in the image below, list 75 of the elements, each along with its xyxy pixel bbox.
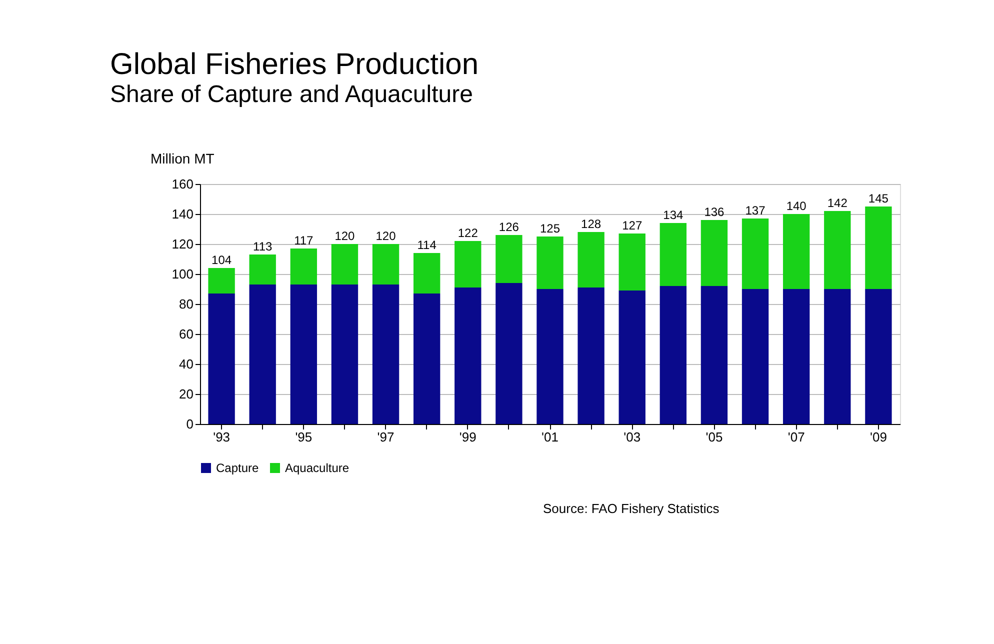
y-tick-label: 20 bbox=[179, 386, 194, 402]
chart-title: Global Fisheries Production bbox=[110, 48, 479, 81]
bar bbox=[331, 284, 358, 424]
y-tick-label: 40 bbox=[179, 356, 194, 372]
total-label: 137 bbox=[745, 204, 766, 218]
bar bbox=[824, 289, 851, 424]
bar bbox=[660, 223, 687, 286]
total-label: 134 bbox=[663, 208, 684, 222]
total-label: 136 bbox=[704, 205, 725, 219]
bar bbox=[372, 284, 400, 424]
bar bbox=[331, 244, 358, 284]
bar bbox=[578, 232, 604, 288]
y-tick-label: 120 bbox=[172, 236, 194, 252]
bar bbox=[865, 206, 892, 289]
bar bbox=[742, 218, 769, 289]
bar bbox=[454, 288, 482, 424]
total-label: 117 bbox=[294, 234, 314, 248]
bar bbox=[618, 234, 646, 290]
source-note: Source: FAO Fishery Statistics bbox=[543, 501, 720, 516]
total-label: 120 bbox=[376, 229, 396, 243]
total-label: 114 bbox=[417, 238, 437, 252]
bar bbox=[496, 283, 522, 424]
chart-subtitle: Share of Capture and Aquaculture bbox=[110, 81, 473, 108]
bar bbox=[372, 244, 400, 284]
y-tick-label: 60 bbox=[179, 326, 194, 342]
x-tick-label: '07 bbox=[788, 430, 805, 444]
x-tick-label: '03 bbox=[624, 430, 641, 444]
x-tick-label: '97 bbox=[377, 430, 394, 444]
x-tick-label: '93 bbox=[213, 430, 230, 444]
bar bbox=[782, 214, 810, 289]
bar bbox=[782, 289, 810, 424]
total-label: 113 bbox=[253, 240, 272, 254]
total-label: 122 bbox=[458, 226, 478, 240]
total-label: 128 bbox=[581, 217, 602, 231]
bar bbox=[742, 289, 769, 424]
bar bbox=[700, 286, 728, 424]
bar bbox=[413, 253, 440, 294]
bar bbox=[618, 290, 646, 424]
x-tick-label: '95 bbox=[295, 430, 312, 444]
bar bbox=[413, 294, 440, 424]
bar bbox=[249, 284, 276, 424]
total-label: 126 bbox=[498, 220, 520, 234]
bar bbox=[496, 235, 522, 283]
bar bbox=[700, 220, 728, 286]
total-label: 127 bbox=[622, 218, 642, 232]
y-tick-label: 140 bbox=[172, 206, 194, 222]
bar bbox=[578, 288, 604, 424]
bar bbox=[454, 241, 482, 288]
bar bbox=[865, 289, 892, 424]
bar bbox=[249, 254, 276, 284]
bar bbox=[208, 268, 235, 294]
x-tick-label: '99 bbox=[459, 430, 476, 444]
y-tick-label: 80 bbox=[179, 296, 194, 312]
bar bbox=[824, 211, 851, 289]
total-label: 140 bbox=[786, 199, 807, 213]
y-tick-label: 100 bbox=[172, 266, 194, 282]
bar bbox=[290, 248, 318, 284]
bar bbox=[290, 284, 318, 424]
bar bbox=[536, 236, 564, 289]
y-tick-label: 160 bbox=[172, 176, 194, 192]
y-tick-label: 0 bbox=[186, 416, 194, 432]
bar bbox=[660, 286, 687, 424]
x-tick-label: '01 bbox=[542, 430, 558, 444]
total-label: 104 bbox=[212, 253, 232, 267]
x-tick-label: '09 bbox=[870, 430, 887, 444]
total-label: 145 bbox=[868, 192, 889, 206]
total-label: 125 bbox=[540, 222, 560, 236]
total-label: 142 bbox=[827, 196, 848, 210]
y-axis-title: Million MT bbox=[150, 150, 215, 166]
x-tick-label: '05 bbox=[706, 430, 723, 444]
legend-label: Aquaculture bbox=[285, 461, 350, 475]
bar bbox=[208, 294, 235, 424]
bar bbox=[536, 289, 564, 424]
legend-label: Capture bbox=[216, 461, 260, 475]
total-label: 120 bbox=[334, 229, 356, 243]
